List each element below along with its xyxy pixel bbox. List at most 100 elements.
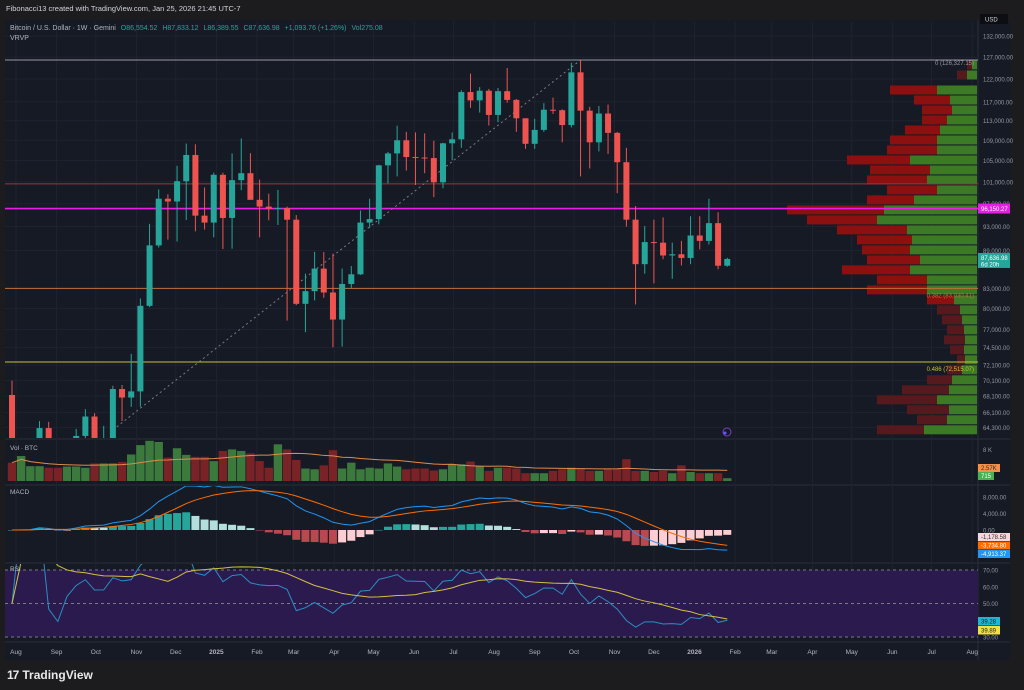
rsi-pane[interactable] [5, 520, 978, 638]
macd-histogram-bar [420, 525, 429, 530]
volume-profile-up-bar [937, 185, 977, 195]
macd-histogram-bar [402, 524, 411, 530]
time-axis-label: Aug [10, 649, 22, 656]
volume-bar [420, 468, 429, 481]
macd-value-badge [978, 533, 1010, 541]
volume-profile-up-bar [964, 345, 977, 355]
candle-body [45, 428, 52, 438]
rsi-pane-title[interactable]: RSI [10, 566, 21, 573]
candle [504, 67, 511, 103]
candle [660, 217, 667, 260]
candle-body [595, 113, 602, 143]
macd-histogram-bar [466, 524, 475, 530]
volume-bar [603, 469, 613, 481]
macd-value-label: -1,178.58 [981, 535, 1007, 541]
macd-histogram-bar [118, 526, 127, 530]
volume-profile-down-bar [907, 405, 949, 415]
macd-pane[interactable] [8, 485, 732, 551]
candle [128, 353, 135, 407]
candle-body [513, 99, 520, 119]
volume-bar [411, 468, 420, 481]
volume-bar [640, 470, 649, 481]
time-axis-label: Jun [409, 649, 420, 656]
volume-bar [301, 468, 310, 481]
symbol-legend: Bitcoin / U.S. Dollar · 1W · Gemini O86,… [10, 25, 383, 32]
candle [366, 198, 373, 228]
candle-body [311, 268, 318, 292]
currency-badge[interactable] [980, 14, 1008, 24]
candle [320, 252, 327, 298]
volume-bar [530, 473, 539, 481]
candle-body [302, 291, 309, 304]
volume-profile-down-bar [847, 155, 910, 165]
candle-body [339, 283, 346, 320]
volume-pane[interactable] [7, 440, 732, 481]
candle-body [155, 198, 162, 246]
candle [724, 257, 731, 267]
alert-marker-icon[interactable] [722, 427, 732, 437]
volume-bar [99, 463, 108, 481]
candle [394, 125, 401, 177]
candle-body [9, 394, 15, 438]
volume-profile-up-bar [927, 285, 977, 295]
trendline[interactable] [112, 59, 581, 431]
volume-bar [447, 464, 457, 481]
ohlc-high: H87,833.12 [162, 25, 199, 32]
volume-profile-up-bar [952, 105, 977, 115]
volume-bar [438, 469, 448, 481]
volume-profile-down-bar [922, 115, 947, 125]
volume-bar [319, 465, 328, 481]
macd-histogram-bar [613, 530, 622, 538]
volume-pane-title[interactable]: Vol · BTC [10, 445, 38, 452]
tradingview-logo-icon: 17 [7, 668, 19, 682]
volume-bar [374, 468, 383, 481]
volume-bar [677, 465, 686, 481]
volume-bar [200, 456, 209, 481]
candle [623, 147, 630, 227]
candle-body [192, 154, 199, 216]
candle-body [605, 113, 612, 133]
candle-body [724, 258, 731, 266]
ohlc-close: C87,636.98 [243, 25, 280, 32]
ohlc-open: O86,554.52 [120, 25, 158, 32]
time-axis-label: Jul [449, 649, 458, 656]
macd-pane-title[interactable]: MACD [10, 489, 30, 496]
candle-body [458, 92, 465, 140]
macd-histogram-bar [411, 524, 420, 530]
volume-bar [246, 453, 255, 481]
volume-profile-up-bar [972, 60, 977, 70]
candle [495, 87, 502, 123]
tradingview-logo-text: TradingView [22, 668, 93, 682]
candle [192, 144, 199, 232]
candle-body [522, 118, 529, 144]
indicator-vrvp-label[interactable]: VRVP [10, 35, 29, 42]
candle [219, 172, 226, 250]
candle [421, 133, 428, 174]
candle-body [119, 389, 126, 398]
time-axis-label: Mar [288, 649, 300, 656]
volume-profile-up-bar [930, 165, 977, 175]
tradingview-logo[interactable]: 17 TradingView [7, 668, 93, 682]
macd-histogram-bar [622, 530, 631, 542]
price-axis-label: 74,500.00 [983, 346, 1010, 352]
macd-histogram-bar [255, 530, 264, 531]
macd-histogram-bar [209, 520, 218, 530]
volume-bar [209, 461, 218, 481]
candle [485, 88, 492, 126]
candle [595, 105, 602, 152]
main-price-pane[interactable]: 0 (126,327.15) 0.382 (83,030.41) 0.486 (72… [5, 59, 978, 575]
volume-profile-up-bar [960, 305, 977, 315]
volume-bar [594, 470, 604, 481]
volume-bar [172, 448, 182, 481]
symbol-name[interactable]: Bitcoin / U.S. Dollar · 1W · Gemini [10, 25, 116, 32]
candle-body [274, 207, 281, 209]
volume-bar [631, 470, 640, 481]
candle [403, 131, 410, 171]
price-axis-label: 113,000.00 [983, 119, 1013, 125]
volume-profile-down-bar [967, 60, 972, 70]
time-axis-label: Aug [488, 649, 500, 656]
candle [247, 153, 254, 200]
candle [109, 385, 116, 438]
macd-histogram-bar [429, 527, 438, 530]
